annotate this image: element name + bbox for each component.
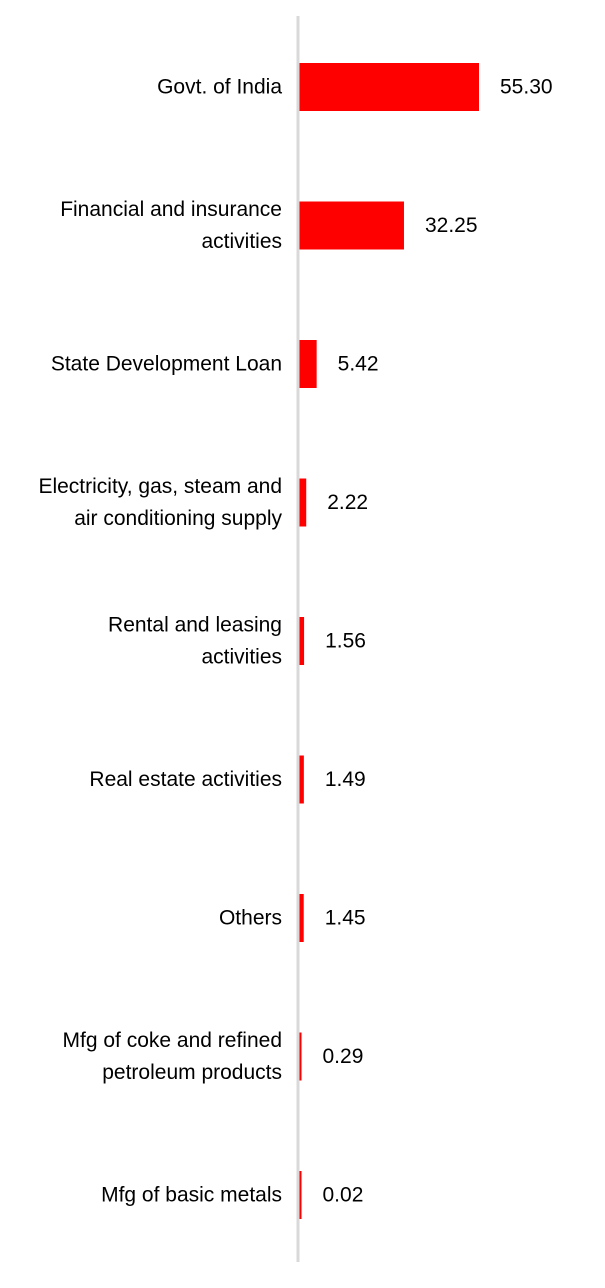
category-label: Electricity, gas, steam and air condition… [38,475,282,530]
category-label: Rental and leasing activities [108,614,282,669]
category-label-line: Rental and leasing [108,614,282,637]
category-label-line: Electricity, gas, steam and [38,475,282,498]
category-label-line: Financial and insurance [60,198,282,221]
bars-layer [299,63,479,1219]
value-label: 0.29 [323,1045,364,1068]
value-label: 55.30 [500,76,553,99]
bar [299,755,304,804]
bar [299,894,304,942]
value-label: 32.25 [425,214,478,237]
category-label: Financial and insurance activities [60,198,282,253]
category-label-line: Real estate activities [89,768,282,791]
value-labels: 55.30 32.25 5.42 2.22 1.56 1.49 1.45 0.29 0.02 [323,76,553,1207]
value-label: 0.02 [323,1184,364,1207]
bar [299,1171,302,1219]
value-label: 1.45 [325,907,366,930]
category-labels: Govt. of India Financial and insurance act… [38,76,282,1207]
category-label-line: Mfg of basic metals [101,1184,282,1207]
bar [299,63,479,111]
bar [299,340,317,388]
category-label-line: Govt. of India [157,76,282,99]
category-label-line: activities [201,646,282,669]
bar [299,478,307,527]
bar [299,1032,302,1081]
category-label-line: air conditioning supply [74,507,282,530]
category-label-line: petroleum products [102,1061,282,1084]
category-label: State Development Loan [51,353,282,376]
category-label: Govt. of India [157,76,282,99]
value-label: 1.49 [325,768,366,791]
bar [299,617,305,665]
category-label-line: Mfg of coke and refined [63,1029,282,1052]
category-label-line: State Development Loan [51,353,282,376]
value-label: 2.22 [327,491,368,514]
category-label-line: Others [219,907,282,930]
category-label: Mfg of basic metals [101,1184,282,1207]
category-label-line: activities [201,230,282,253]
value-label: 5.42 [338,353,379,376]
value-label: 1.56 [325,630,366,653]
bar [299,201,404,250]
category-label: Mfg of coke and refined petroleum product… [63,1029,282,1084]
category-label: Others [219,907,282,930]
category-label: Real estate activities [89,768,282,791]
